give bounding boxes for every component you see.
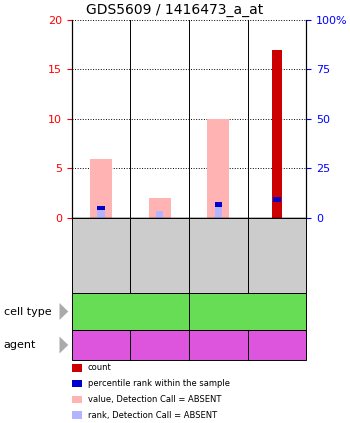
- Text: IL-10-secreting
Th1 cells: IL-10-secreting Th1 cells: [102, 302, 159, 321]
- Bar: [273, 197, 281, 202]
- Bar: [148, 198, 171, 218]
- Text: GSM1382335: GSM1382335: [155, 228, 164, 284]
- Bar: [156, 211, 163, 218]
- Text: control: control: [148, 342, 171, 348]
- Bar: [272, 49, 282, 218]
- Text: control: control: [265, 342, 288, 348]
- Text: value, Detection Call = ABSENT: value, Detection Call = ABSENT: [88, 395, 221, 404]
- Text: GSM1382334: GSM1382334: [214, 228, 223, 284]
- Bar: [215, 203, 222, 218]
- Text: cell type: cell type: [4, 307, 51, 316]
- Text: agent: agent: [4, 340, 36, 350]
- Text: GDS5609 / 1416473_a_at: GDS5609 / 1416473_a_at: [86, 3, 264, 17]
- Text: GSM1382336: GSM1382336: [272, 227, 281, 284]
- Bar: [97, 206, 105, 218]
- Text: GSM1382333: GSM1382333: [97, 227, 106, 284]
- Text: Notch ligan
d delta-like 4: Notch ligan d delta-like 4: [196, 338, 240, 352]
- Text: Notch ligan
d delta-like 4: Notch ligan d delta-like 4: [79, 338, 123, 352]
- Bar: [90, 159, 112, 218]
- Bar: [215, 202, 222, 206]
- Bar: [97, 206, 105, 210]
- Text: percentile rank within the sample: percentile rank within the sample: [88, 379, 230, 388]
- Text: count: count: [88, 363, 111, 372]
- Text: IL-10-non-secreting Th1
cells: IL-10-non-secreting Th1 cells: [202, 302, 293, 321]
- Bar: [207, 119, 230, 218]
- Text: rank, Detection Call = ABSENT: rank, Detection Call = ABSENT: [88, 411, 217, 420]
